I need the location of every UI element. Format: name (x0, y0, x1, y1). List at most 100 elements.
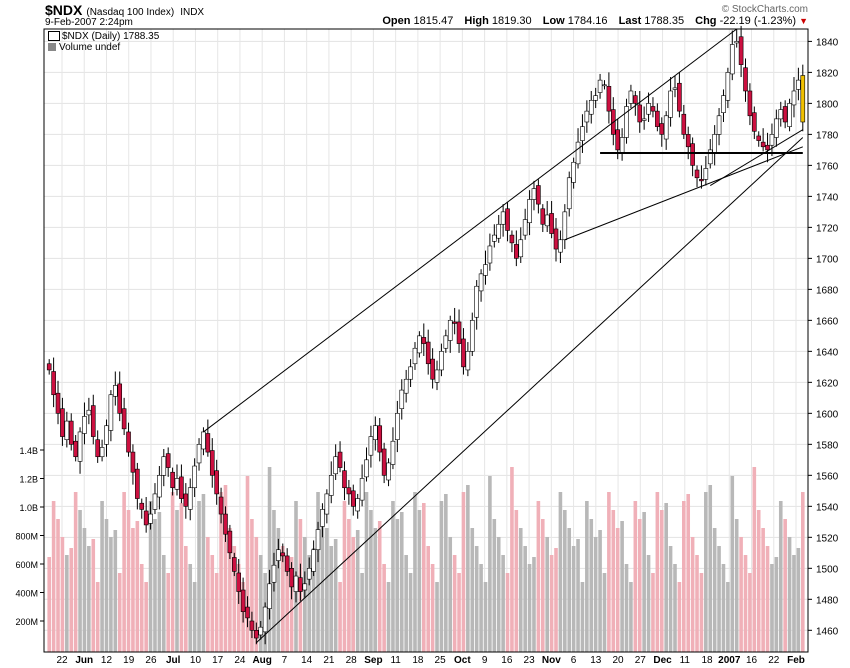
y-tick-label: 1540 (816, 502, 839, 513)
channel-lower-line (255, 137, 804, 644)
candle-body (668, 90, 673, 118)
volume-bar (615, 528, 620, 652)
volume-bar (585, 501, 589, 652)
x-tick-label: 16 (501, 655, 513, 666)
volume-bar (364, 492, 369, 652)
y-tick-label: 1660 (816, 316, 839, 327)
volume-bar (60, 537, 65, 652)
candle-body (628, 90, 634, 104)
candle-body (434, 369, 440, 383)
volume-bar (699, 573, 704, 652)
x-tick-label: 6 (571, 655, 577, 666)
volume-bar (210, 555, 215, 652)
candle-body (505, 208, 510, 231)
candle-body (271, 564, 277, 583)
volume-bar (518, 528, 523, 652)
x-tick-label: 18 (412, 655, 424, 666)
vol-tick-label: 1.0B (19, 503, 38, 513)
candle-body (170, 471, 175, 489)
y-tick-label: 1740 (816, 192, 839, 203)
volume-bar (461, 492, 466, 652)
candle-body (487, 245, 493, 264)
candle-body (223, 513, 228, 535)
candle-body (174, 478, 180, 490)
candle-body (619, 137, 625, 154)
x-tick-label: 21 (323, 655, 335, 666)
candle-body (157, 475, 162, 498)
candle-body (148, 513, 153, 524)
x-tick-label: 16 (746, 655, 758, 666)
volume-bar (611, 510, 616, 652)
vol-tick-label: 200M (15, 617, 38, 627)
candle-body (108, 394, 114, 431)
candle-body (782, 106, 788, 123)
candle-body (183, 493, 189, 507)
volume-bar (563, 510, 567, 652)
volume-bar (135, 521, 140, 652)
volume-bar (47, 557, 52, 652)
candle-body (99, 447, 105, 458)
datetime: 9-Feb-2007 2:24pm (45, 17, 133, 28)
x-tick-label: 20 (612, 655, 624, 666)
x-tick-label: Dec (653, 655, 672, 666)
volume-bar (765, 546, 770, 652)
legend: $NDX (Daily) 1788.35 Volume undef (48, 31, 159, 53)
y-tick-label: 1840 (816, 37, 839, 48)
volume-bar (633, 501, 638, 652)
candle-body (447, 320, 453, 341)
candle-body (778, 109, 784, 120)
channel-upper-line (203, 28, 737, 433)
volume-bar (576, 539, 580, 652)
candle-body (77, 431, 83, 462)
x-tick-label: 2007 (718, 655, 741, 666)
candle-body (293, 575, 299, 592)
candle-body (734, 41, 739, 44)
candle-body (350, 490, 356, 507)
vol-tick-label: 1.4B (19, 446, 38, 456)
candle-body (774, 118, 779, 138)
candle-body (549, 213, 554, 234)
volume-bar (624, 564, 629, 652)
candle-body (443, 335, 449, 349)
exchange: INDX (180, 7, 205, 18)
volume-bar (192, 582, 197, 652)
volume-bar (774, 557, 779, 652)
volume-bar (329, 546, 334, 652)
volume-bar (131, 528, 135, 652)
candle-body (342, 470, 347, 489)
y-tick-label: 1720 (816, 223, 839, 234)
candle-body (196, 444, 202, 464)
vol-tick-label: 1.2B (19, 475, 38, 485)
candle-body (637, 104, 643, 123)
candle-body (218, 496, 224, 515)
date-axis: 22 Jun 12 19 26 Jul 10 17 24 Aug 7 14 21 28 Sep 11 18 25 O… (56, 655, 804, 666)
candle-body (544, 214, 550, 227)
volume-bar (651, 573, 655, 652)
volume-bar (100, 501, 104, 652)
y-tick-label: 1460 (816, 626, 839, 637)
volume-bar (646, 555, 651, 652)
volume-bar (56, 519, 60, 652)
candle-body (509, 234, 515, 244)
volume-bar (457, 573, 461, 652)
volume-bar (228, 528, 232, 652)
candle-body (359, 478, 365, 501)
candle-body (474, 285, 479, 318)
candle-body (756, 135, 762, 141)
volume-bar (488, 476, 492, 652)
x-tick-label: 12 (101, 655, 113, 666)
volume-bar (748, 573, 752, 652)
volume-bar (483, 582, 488, 652)
ohlc-summary: Open 1815.47 High 1819.30 Low 1784.16 La… (382, 15, 808, 27)
candle-body (425, 341, 431, 365)
candle-body (104, 425, 109, 445)
candle-body (161, 456, 167, 476)
volume-bar (236, 564, 241, 652)
candle-body (421, 337, 427, 344)
chart-title: $NDX (Nasdaq 100 Index) INDX (45, 2, 204, 18)
candle-body (536, 185, 541, 205)
volume-bar (258, 555, 263, 652)
x-tick-label: 11 (680, 655, 691, 666)
volume-bar (778, 501, 783, 652)
candle-body (403, 378, 409, 394)
